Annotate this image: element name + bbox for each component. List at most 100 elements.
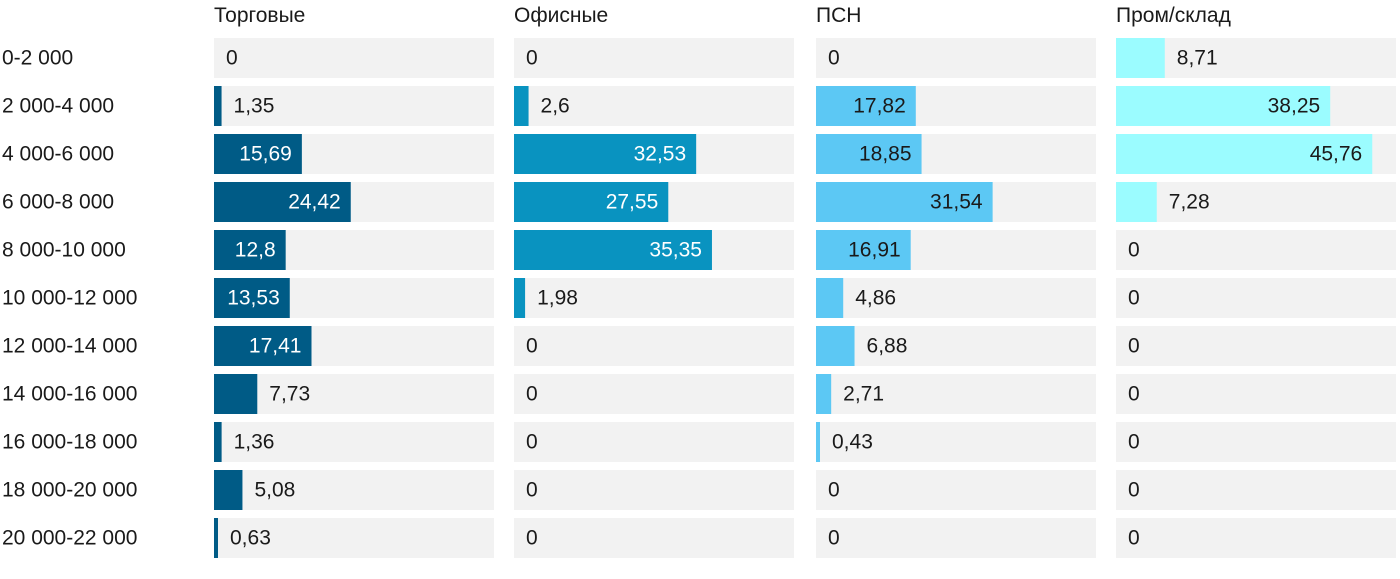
data-label: 0 xyxy=(526,479,538,502)
bar-track xyxy=(1116,422,1396,462)
bar-track xyxy=(1116,374,1396,414)
bar-track xyxy=(1116,230,1396,270)
bar xyxy=(816,134,922,174)
data-label: 8,71 xyxy=(1177,47,1218,70)
data-label: 7,28 xyxy=(1169,191,1210,214)
bar-track xyxy=(514,38,794,78)
data-label: 7,73 xyxy=(269,383,310,406)
data-label: 38,25 xyxy=(1268,95,1321,118)
data-label: 16,91 xyxy=(848,239,901,262)
bar xyxy=(214,518,218,558)
bar-track xyxy=(1116,182,1396,222)
data-label: 32,53 xyxy=(634,143,687,166)
bar-track xyxy=(1116,518,1396,558)
category-label: 12 000-14 000 xyxy=(2,335,137,358)
bar-track xyxy=(514,278,794,318)
bar-track xyxy=(1116,326,1396,366)
bar-track xyxy=(214,470,494,510)
data-label: 12,8 xyxy=(235,239,276,262)
category-label: 0-2 000 xyxy=(2,47,73,70)
bar-track xyxy=(816,374,1096,414)
data-label: 45,76 xyxy=(1310,143,1363,166)
bar-track xyxy=(816,470,1096,510)
series-header: Торговые xyxy=(214,4,305,27)
bar xyxy=(816,422,820,462)
bar-track xyxy=(1116,278,1396,318)
data-label: 35,35 xyxy=(649,239,702,262)
data-label: 0 xyxy=(1128,527,1140,550)
bar-track xyxy=(816,326,1096,366)
data-label: 0 xyxy=(828,527,840,550)
bar xyxy=(214,326,312,366)
bar xyxy=(214,278,290,318)
data-label: 27,55 xyxy=(606,191,659,214)
series-header: Пром/склад xyxy=(1116,4,1231,27)
data-label: 17,82 xyxy=(853,95,906,118)
bar-track xyxy=(214,86,494,126)
data-label: 24,42 xyxy=(288,191,341,214)
bar-track xyxy=(214,374,494,414)
category-label: 2 000-4 000 xyxy=(2,95,114,118)
bar xyxy=(214,230,286,270)
bar-track xyxy=(214,38,494,78)
bar xyxy=(1116,134,1373,174)
data-label: 0 xyxy=(526,47,538,70)
category-label: 6 000-8 000 xyxy=(2,191,114,214)
data-label: 1,98 xyxy=(537,287,578,310)
data-label: 0 xyxy=(1128,479,1140,502)
data-label: 6,88 xyxy=(867,335,908,358)
bar xyxy=(214,182,351,222)
data-label: 17,41 xyxy=(249,335,302,358)
bar xyxy=(214,422,222,462)
bar-track xyxy=(214,518,494,558)
bar-track xyxy=(816,38,1096,78)
bar xyxy=(1116,38,1165,78)
bar xyxy=(1116,182,1157,222)
data-label: 0 xyxy=(828,479,840,502)
category-label: 18 000-20 000 xyxy=(2,479,137,502)
data-label: 0 xyxy=(226,47,238,70)
category-label: 20 000-22 000 xyxy=(2,527,137,550)
bar xyxy=(816,182,993,222)
bar-track xyxy=(514,86,794,126)
category-label: 4 000-6 000 xyxy=(2,143,114,166)
bar xyxy=(514,182,669,222)
category-label: 16 000-18 000 xyxy=(2,431,137,454)
data-label: 2,71 xyxy=(843,383,884,406)
category-label: 14 000-16 000 xyxy=(2,383,137,406)
bar-track xyxy=(514,518,794,558)
data-label: 0 xyxy=(1128,383,1140,406)
bar xyxy=(214,470,243,510)
bar xyxy=(816,230,911,270)
bar-track xyxy=(816,422,1096,462)
bar xyxy=(816,278,844,318)
data-label: 0 xyxy=(1128,335,1140,358)
bar-track xyxy=(816,278,1096,318)
data-label: 1,36 xyxy=(234,431,275,454)
bar xyxy=(816,374,832,414)
data-label: 31,54 xyxy=(930,191,983,214)
bar-track xyxy=(214,422,494,462)
data-label: 0 xyxy=(526,383,538,406)
bar xyxy=(214,374,258,414)
data-label: 0 xyxy=(526,431,538,454)
series-header: Офисные xyxy=(514,4,608,27)
bar xyxy=(816,326,855,366)
data-label: 0 xyxy=(526,527,538,550)
bar xyxy=(514,134,697,174)
bar xyxy=(1116,86,1331,126)
category-label: 10 000-12 000 xyxy=(2,287,137,310)
bar xyxy=(514,86,529,126)
data-label: 15,69 xyxy=(239,143,292,166)
data-label: 0,43 xyxy=(832,431,873,454)
data-label: 0,63 xyxy=(230,527,271,550)
bar-track xyxy=(514,326,794,366)
bar-track xyxy=(514,374,794,414)
bar-track xyxy=(514,422,794,462)
bar-track xyxy=(514,470,794,510)
bar xyxy=(514,230,712,270)
data-label: 0 xyxy=(526,335,538,358)
bar xyxy=(816,86,916,126)
